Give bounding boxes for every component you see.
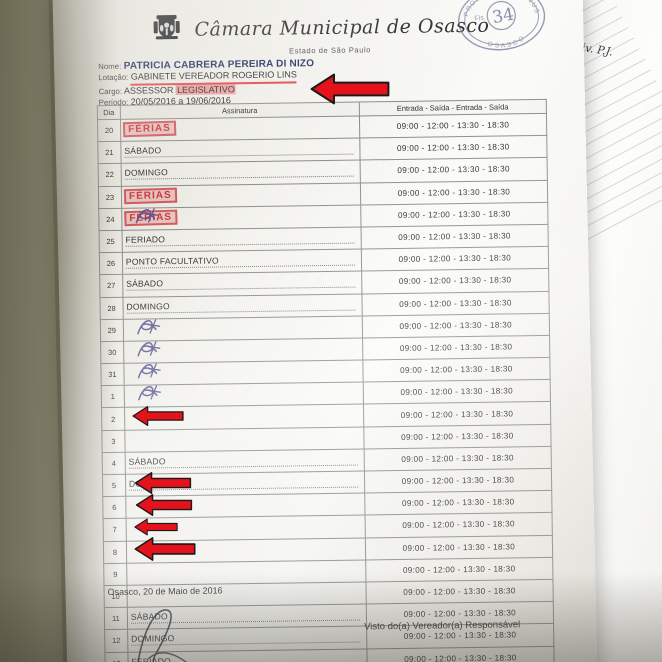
annotation-arrow-row-2 (132, 405, 184, 427)
table-row: 109:00 - 12:00 - 13:30 - 18:30 (101, 379, 551, 409)
table-row: 2909:00 - 12:00 - 13:30 - 18:30 (100, 313, 550, 343)
cell-horario: 09:00 - 12:00 - 13:30 - 18:30 (361, 268, 549, 294)
masthead-title: Câmara Municipal de Osasco (194, 14, 490, 41)
cargo-value-highlighted: LEGISLATIVO (175, 84, 236, 95)
handwritten-signature-mark (134, 337, 178, 365)
cargo-value: ASSESSOR (123, 84, 177, 96)
lotacao-value: GABINETE VEREADOR ROGERIO LINS (130, 69, 297, 86)
left-vignette (0, 0, 120, 662)
cell-horario: 09:00 - 12:00 - 13:30 - 18:30 (362, 357, 551, 383)
day-type-label: SÁBADO (128, 456, 166, 467)
day-type-label: DOMINGO (126, 300, 170, 312)
handwritten-signature-mark (134, 359, 178, 387)
cell-horario: 09:00 - 12:00 - 13:30 - 18:30 (365, 534, 553, 560)
official-stamp: PROMOTORIA DE JUSTIÇA OSASCO Fls. 34 (452, 0, 551, 57)
day-type-label: SÁBADO (126, 278, 164, 290)
cell-horario: 09:00 - 12:00 - 13:30 - 18:30 (359, 113, 547, 139)
ferias-stamp: FÉRIAS (123, 187, 177, 204)
handwritten-signature-mark (134, 315, 178, 343)
day-type-label: FERIADO (125, 234, 166, 245)
cell-horario: 09:00 - 12:00 - 13:30 - 18:30 (364, 512, 553, 538)
stamp-folio-number: 34 (490, 4, 516, 29)
day-type-label: DOMINGO (124, 167, 169, 179)
cell-assinatura[interactable] (124, 381, 364, 409)
day-type-label: PONTO FACULTATIVO (125, 255, 219, 267)
cell-horario: 09:00 - 12:00 - 13:30 - 18:30 (363, 423, 552, 449)
bottom-vignette (0, 572, 662, 662)
ferias-stamp: FÉRIAS (122, 120, 176, 138)
cell-horario: 09:00 - 12:00 - 13:30 - 18:30 (364, 468, 552, 494)
handwritten-signature-mark (132, 204, 176, 232)
cell-horario: 09:00 - 12:00 - 13:30 - 18:30 (360, 202, 548, 227)
svg-text:OSASCO: OSASCO (486, 33, 529, 51)
cell-horario: 09:00 - 12:00 - 13:30 - 18:30 (363, 401, 551, 427)
sheet-content: Câmara Municipal de Osasco Estado de São… (55, 0, 595, 662)
cell-assinatura[interactable] (123, 359, 363, 387)
cell-horario: 09:00 - 12:00 - 13:30 - 18:30 (364, 490, 553, 516)
masthead: Câmara Municipal de Osasco Estado de São… (56, 6, 587, 58)
table-row: 24FÉRIAS09:00 - 12:00 - 13:30 - 18:30 (98, 202, 548, 232)
table-row: 3109:00 - 12:00 - 13:30 - 18:30 (100, 357, 551, 387)
attendance-sheet: Câmara Municipal de Osasco Estado de São… (48, 0, 598, 662)
annotation-arrow-row-5 (133, 471, 193, 495)
annotation-arrow-row-6 (134, 493, 194, 517)
cell-horario: 09:00 - 12:00 - 13:30 - 18:30 (359, 157, 548, 183)
cell-horario: 09:00 - 12:00 - 13:30 - 18:30 (362, 335, 550, 361)
cell-horario: 09:00 - 12:00 - 13:30 - 18:30 (361, 246, 549, 272)
attendance-table: DiaAssinaturaEntrada - Saída - Entrada -… (96, 98, 557, 662)
annotation-arrow-name (310, 72, 390, 106)
day-type-label: SÁBADO (124, 145, 162, 156)
cell-assinatura[interactable] (123, 337, 363, 365)
cell-horario: 09:00 - 12:00 - 13:30 - 18:30 (359, 135, 548, 161)
annotation-arrow-row-7 (134, 517, 178, 537)
coat-of-arms-icon (152, 12, 182, 47)
cell-assinatura[interactable]: FÉRIAS (121, 204, 361, 232)
cell-horario: 09:00 - 12:00 - 13:30 - 18:30 (360, 224, 549, 250)
stamp-fls-label: Fls. (474, 14, 487, 23)
cell-horario: 09:00 - 12:00 - 13:30 - 18:30 (360, 179, 548, 205)
cell-horario: 09:00 - 12:00 - 13:30 - 18:30 (361, 313, 550, 338)
handwritten-signature-mark (135, 381, 179, 409)
cell-horario: 09:00 - 12:00 - 13:30 - 18:30 (362, 379, 551, 405)
cell-horario: 09:00 - 12:00 - 13:30 - 18:30 (361, 290, 550, 316)
cell-assinatura[interactable] (123, 315, 363, 343)
cell-horario: 09:00 - 12:00 - 13:30 - 18:30 (363, 446, 552, 471)
attendance-table-body: DiaAssinaturaEntrada - Saída - Entrada -… (97, 99, 556, 662)
annotation-arrow-row-8 (134, 536, 196, 562)
